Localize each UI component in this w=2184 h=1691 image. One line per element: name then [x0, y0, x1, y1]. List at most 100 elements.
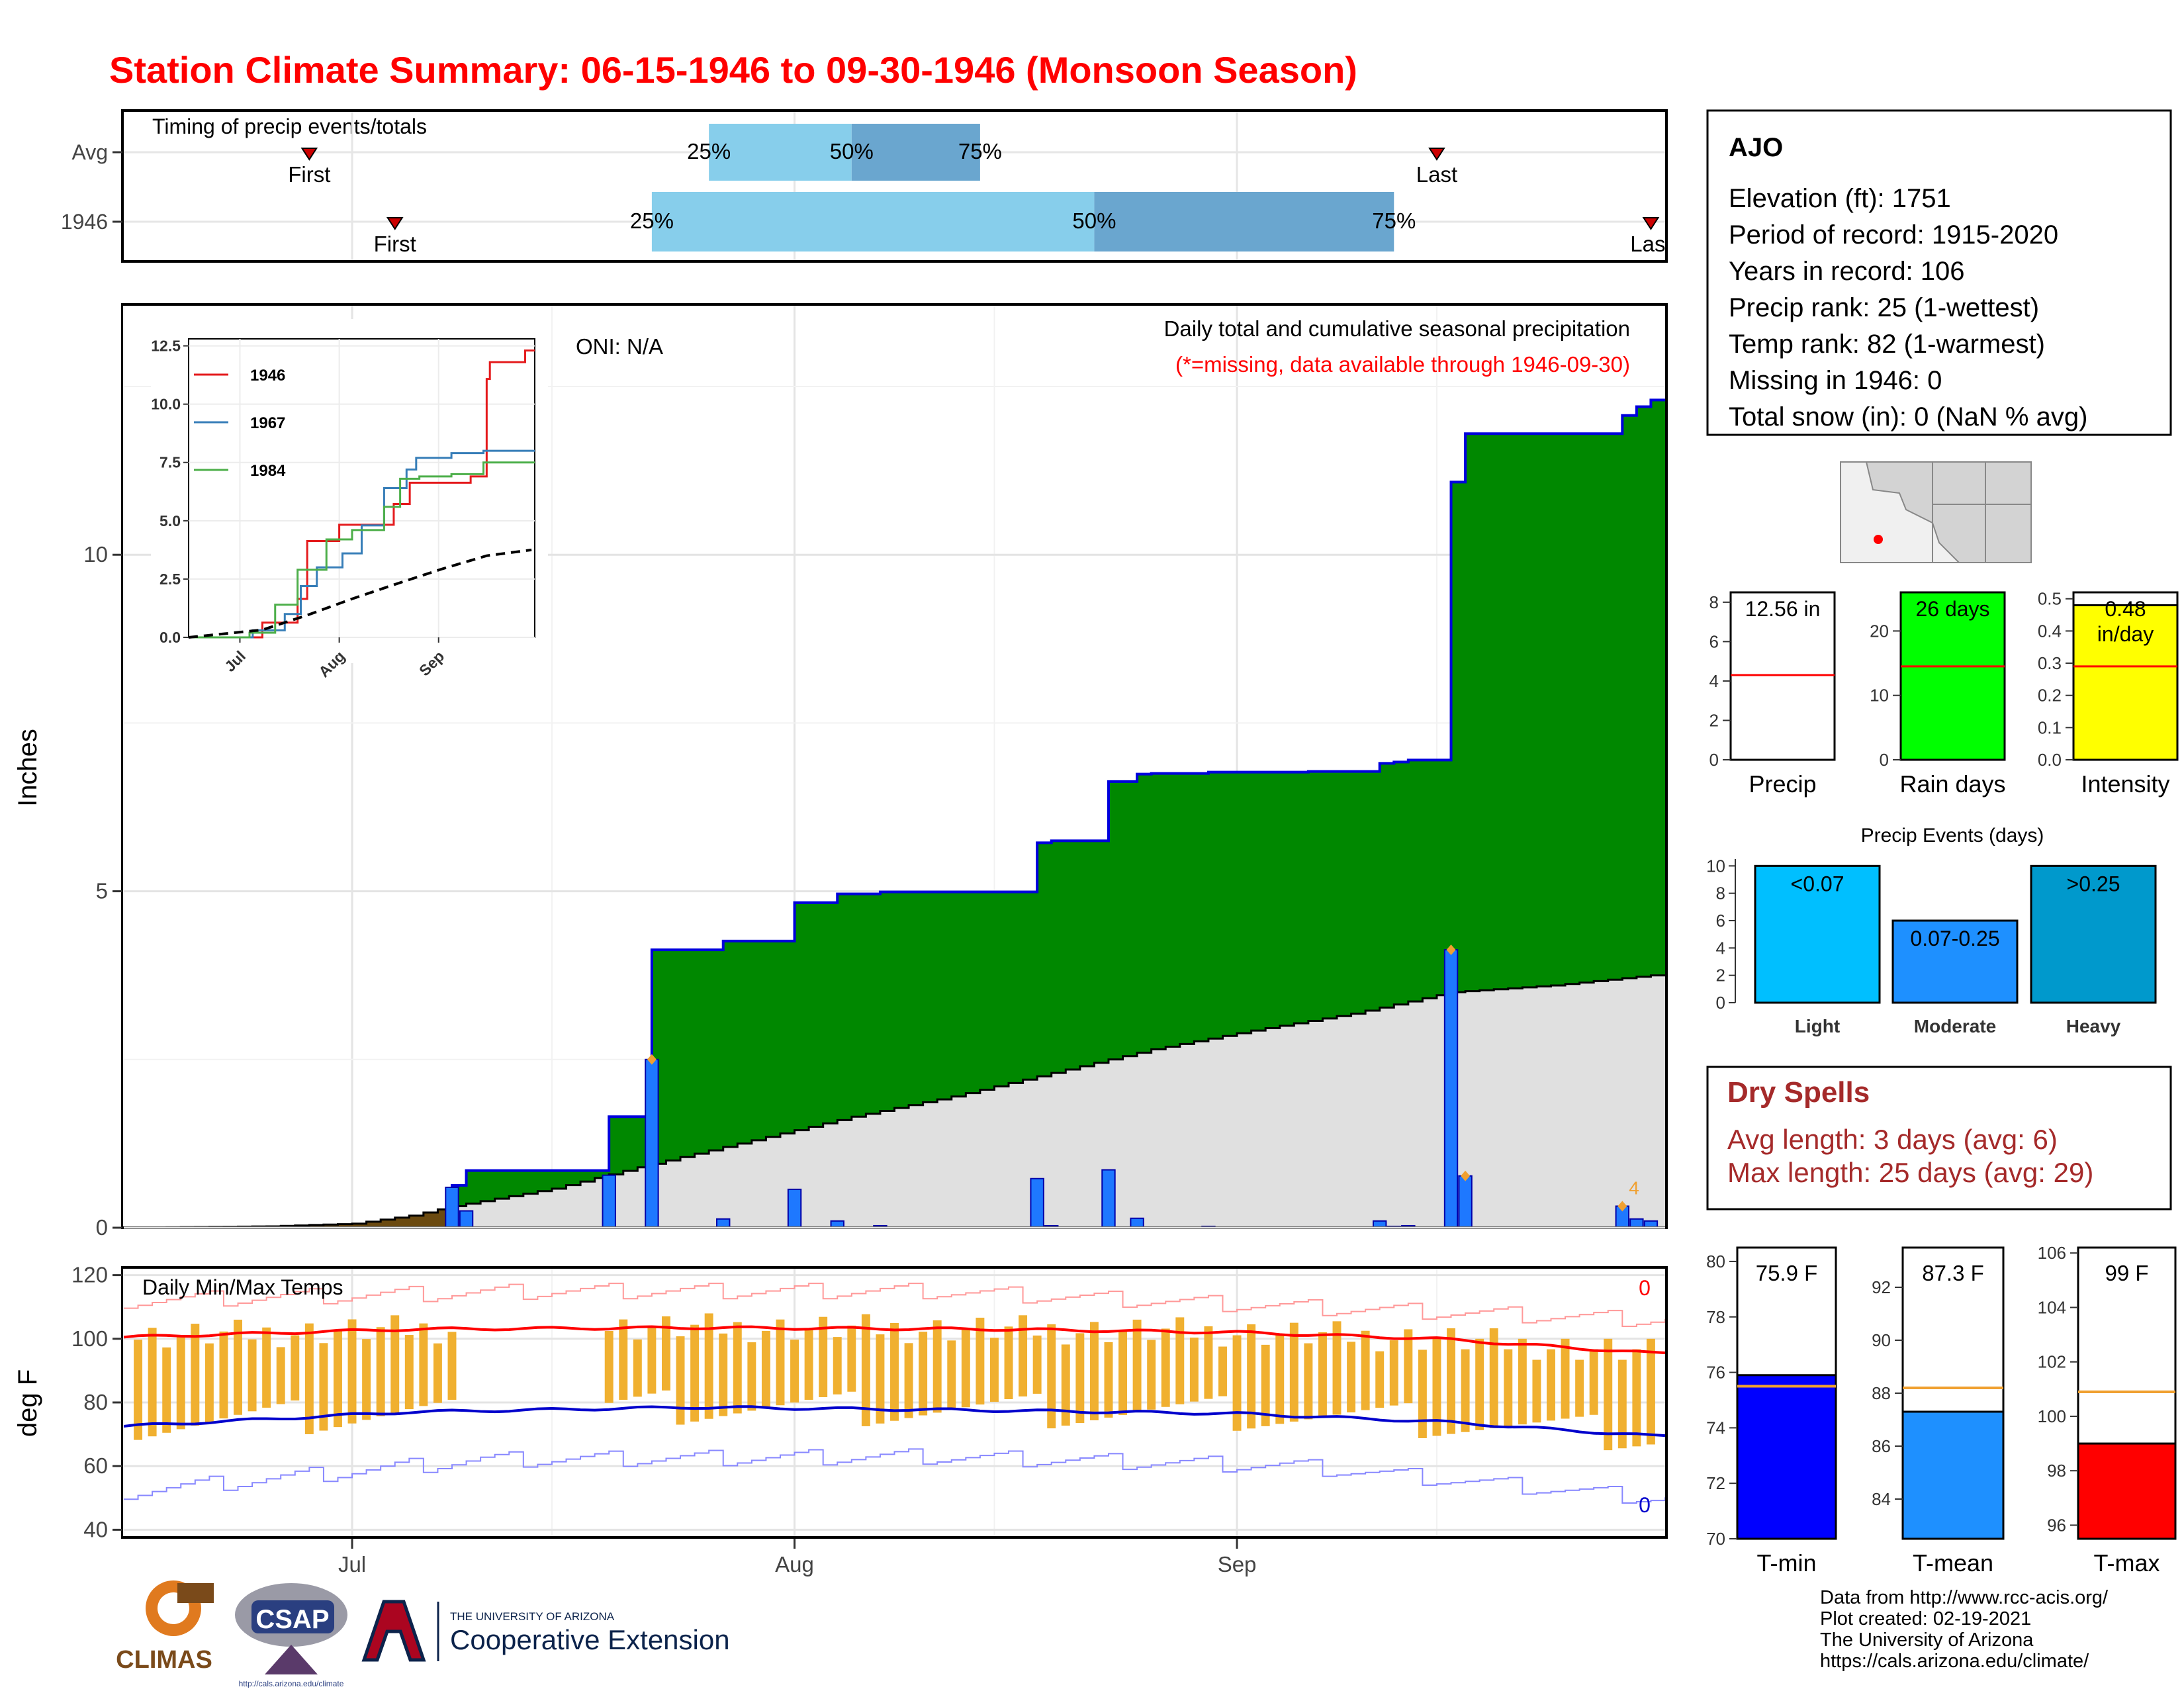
- temp-bar-label: T-max: [2093, 1549, 2160, 1577]
- temp-y-tick-label: 80: [83, 1390, 108, 1414]
- dry-spells-max: Max length: 25 days (avg: 29): [1727, 1157, 2093, 1188]
- daily-temp-bar: [819, 1316, 828, 1397]
- daily-precip-bar: [716, 1218, 731, 1226]
- first-event-marker: [300, 148, 318, 161]
- mini-bar-tick-label: 10: [1870, 686, 1889, 706]
- timing-p25-label: 25%: [687, 139, 731, 163]
- temp-y-tick-label: 100: [71, 1326, 108, 1351]
- daily-precip-bar: [1458, 1175, 1473, 1226]
- daily-temp-bar: [419, 1323, 428, 1406]
- event-bar-heavy: [2030, 864, 2157, 1004]
- mini-bar-tick-label: 6: [1709, 631, 1719, 651]
- station-info-line: Total snow (in): 0 (NaN % avg): [1729, 402, 2087, 432]
- temp-bar-tick-label: 76: [1706, 1363, 1725, 1383]
- inset-series-average: [188, 548, 532, 639]
- event-marker: [647, 1054, 657, 1065]
- temp-bar-tick-label: 92: [1872, 1277, 1891, 1297]
- temp-bar-t-mean: [1901, 1410, 2005, 1540]
- timing-bar-50-75: [1094, 192, 1394, 251]
- daily-temp-bar: [319, 1343, 328, 1431]
- daily-temp-bar: [390, 1315, 400, 1413]
- csap-logo: CSAP http://cals.arizona.edu/climate: [235, 1583, 347, 1688]
- daily-temp-bar: [1232, 1335, 1242, 1431]
- mini-bar-tick-label: 0.0: [2038, 750, 2062, 770]
- timing-p75-label: 75%: [958, 139, 1002, 163]
- daily-temp-bar: [1261, 1344, 1270, 1426]
- daily-temp-bar: [976, 1317, 985, 1405]
- temp-panel-title: Daily Min/Max Temps: [142, 1275, 343, 1299]
- temp-bar-tick-label: 70: [1706, 1529, 1725, 1549]
- x-tick-label: Jul: [338, 1552, 366, 1577]
- daily-temp-bar: [1418, 1349, 1427, 1438]
- event-bar-value: <0.07: [1791, 872, 1844, 895]
- daily-temp-bar: [1432, 1338, 1441, 1436]
- daily-temp-bar: [1604, 1338, 1613, 1451]
- university-of-arizona-logo: THE UNIVERSITY OF ARIZONA Cooperative Ex…: [361, 1600, 730, 1662]
- station-info-line: Precip rank: 25 (1-wettest): [1729, 293, 2039, 322]
- daily-temp-bar: [676, 1336, 685, 1425]
- timing-row-label: Avg: [71, 140, 108, 164]
- timing-p50-label: 50%: [1072, 208, 1116, 233]
- daily-temp-bar: [989, 1338, 999, 1402]
- timing-p50-label: 50%: [830, 139, 874, 163]
- climas-logo: CLIMAS: [116, 1580, 214, 1674]
- timing-panel: Timing of precip events/totals Avg 25% 50%…: [61, 109, 1668, 263]
- mini-bar-tick-label: 0.3: [2038, 653, 2062, 673]
- summary-bar-charts: 0 2 4 6 8 12.56 in Precip 0 10 20 26 days Rain days…: [1709, 589, 2179, 798]
- ua-big-text: Cooperative Extension: [450, 1624, 730, 1655]
- daily-temp-bar: [191, 1324, 200, 1426]
- daily-temp-bar: [1404, 1329, 1413, 1404]
- events-tick-label: 10: [1706, 856, 1725, 876]
- daily-precip-bar: [787, 1189, 802, 1226]
- mini-bar-tick-label: 0.2: [2038, 686, 2062, 706]
- location-map: [1840, 461, 2032, 563]
- dry-spells-avg: Avg length: 3 days (avg: 6): [1727, 1124, 2058, 1155]
- daily-temp-bar: [362, 1339, 371, 1420]
- mini-bar-value: 12.56 in: [1745, 597, 1821, 621]
- precip-ylabel: Inches: [13, 729, 42, 807]
- events-tick-label: 2: [1716, 966, 1725, 985]
- avg-cumulative-area: [266, 975, 1665, 1226]
- temp-bar-tick-label: 100: [2038, 1406, 2066, 1426]
- inset-y-tick-label: 7.5: [159, 454, 181, 471]
- precip-panel: 0 5 10 4 Inches Daily total and cumulative…: [13, 303, 1668, 1240]
- event-bar-label: Heavy: [2066, 1016, 2121, 1036]
- temp-bar-tick-label: 98: [2047, 1461, 2066, 1481]
- daily-precip-bar: [1443, 949, 1459, 1226]
- record-min-count: 0: [1639, 1493, 1651, 1517]
- timing-bar-50-75: [851, 124, 980, 181]
- mini-bar-value: 0.48: [2105, 597, 2146, 621]
- inset-series-1984: [189, 461, 535, 639]
- daily-temp-bar: [804, 1328, 813, 1400]
- temp-bar-tick-label: 78: [1706, 1307, 1725, 1327]
- daily-temp-bar: [1332, 1321, 1342, 1415]
- daily-precip-bar: [1130, 1217, 1144, 1226]
- credit-line: https://cals.arizona.edu/climate/: [1820, 1651, 2089, 1672]
- event-bar-label: Moderate: [1914, 1016, 1996, 1036]
- daily-temp-bar: [1032, 1335, 1042, 1394]
- precip-y-tick-label: 0: [96, 1215, 108, 1240]
- daily-temp-bar: [1318, 1332, 1327, 1417]
- daily-temp-bar: [433, 1343, 442, 1403]
- events-tick-label: 0: [1716, 993, 1725, 1013]
- daily-temp-bar: [604, 1331, 614, 1403]
- temp-bar-tick-label: 104: [2038, 1297, 2066, 1317]
- daily-temp-bar: [861, 1314, 870, 1426]
- events-tick-label: 6: [1716, 911, 1725, 931]
- last-event-marker: [1428, 148, 1445, 161]
- daily-precip-bar: [830, 1220, 844, 1226]
- daily-precip-bar: [1629, 1218, 1644, 1226]
- daily-temp-bar: [162, 1347, 171, 1433]
- temp-bar-tick-label: 102: [2038, 1352, 2066, 1372]
- record-max-line: [124, 1283, 1665, 1327]
- x-tick-label: Sep: [1218, 1552, 1257, 1577]
- daily-temp-bar: [1104, 1342, 1113, 1418]
- event-bar-moderate: [1891, 919, 2019, 1004]
- daily-temp-bar: [947, 1340, 956, 1410]
- last-event-marker: [1642, 217, 1660, 230]
- mini-bar-label: Intensity: [2081, 770, 2169, 798]
- inset-y-tick-label: 5.0: [159, 512, 181, 529]
- inset-legend-label: 1946: [250, 367, 285, 385]
- daily-temp-bar: [376, 1327, 385, 1416]
- daily-precip-bar: [1643, 1220, 1659, 1226]
